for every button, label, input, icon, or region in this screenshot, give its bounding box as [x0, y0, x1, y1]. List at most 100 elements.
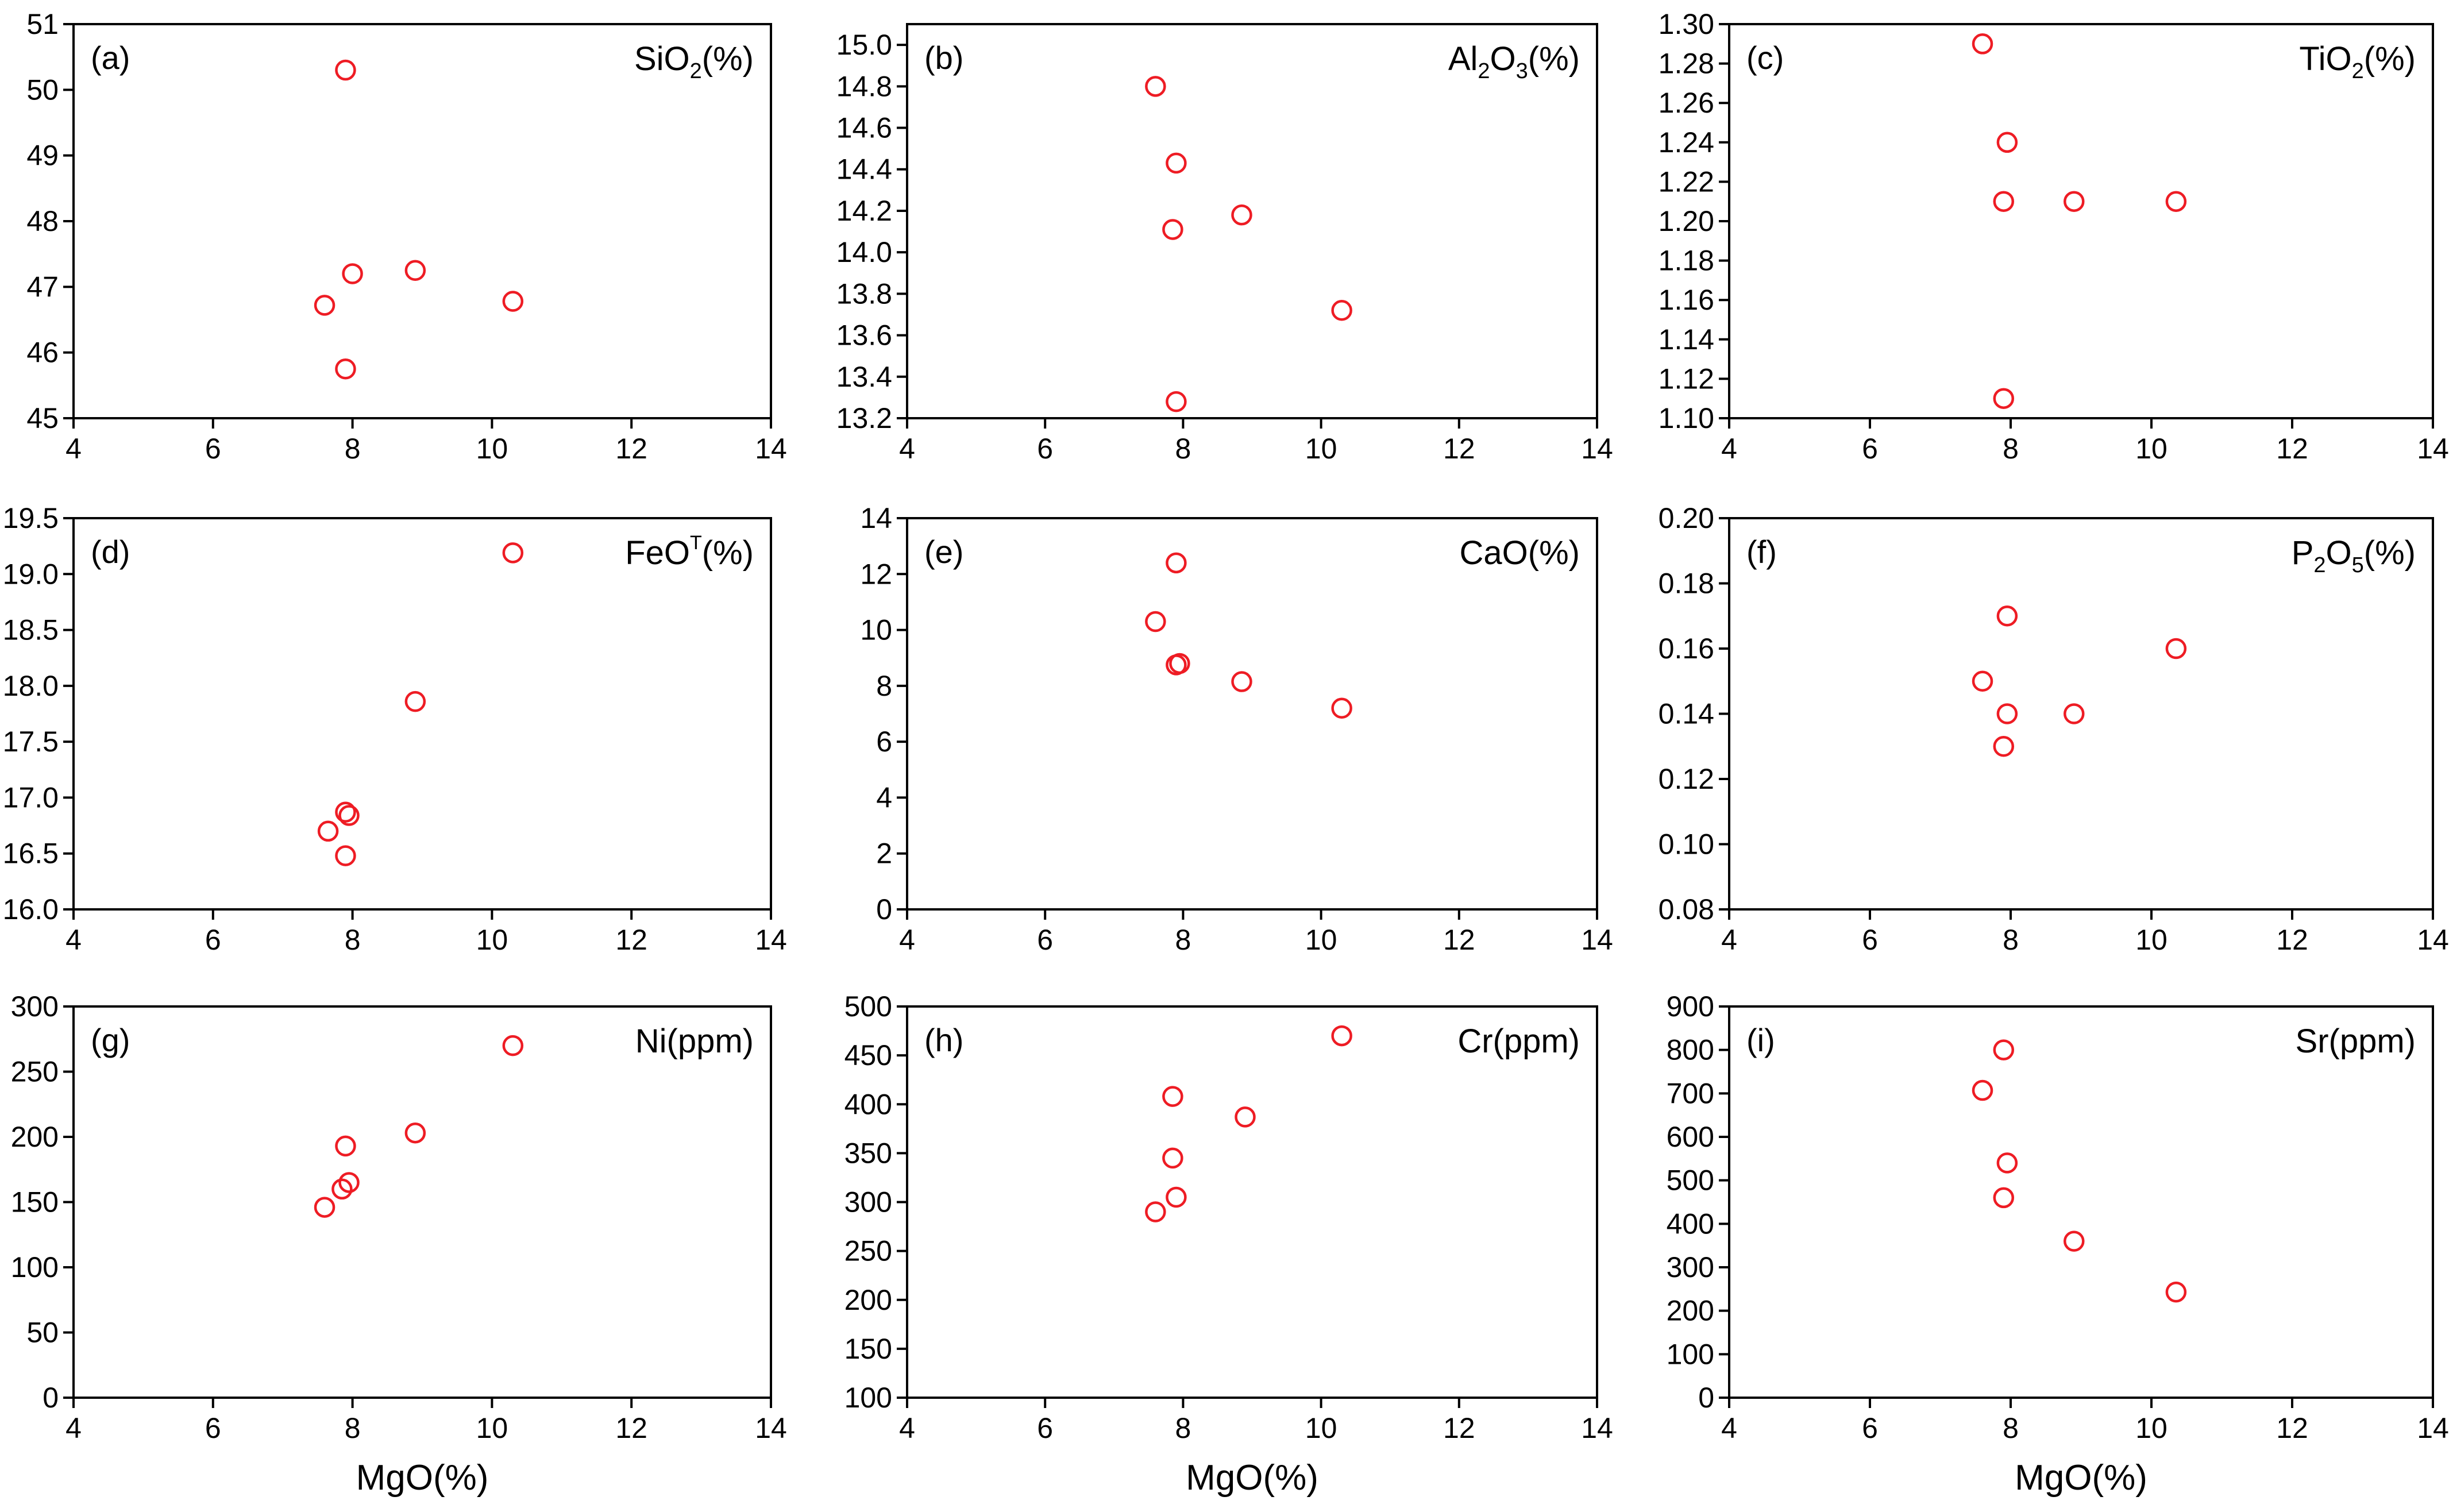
y-tick-label: 1.30 [1659, 8, 1714, 40]
x-tick-label: 10 [476, 1412, 508, 1444]
panel-d: 4 6 8 10 12 14 16.0 16.5 17.0 17.5 18.0 18.5 19.0 19.… [3, 502, 787, 956]
x-tick-label: 10 [1305, 1412, 1337, 1444]
plot-frame [906, 1005, 1598, 1399]
data-point [1166, 1186, 1187, 1208]
y-tick-label: 800 [1667, 1034, 1714, 1066]
variable-label: P2O5(%) [2292, 534, 2416, 577]
data-point [1331, 300, 1352, 321]
y-tick-label: 400 [1667, 1208, 1714, 1240]
data-point [1145, 611, 1166, 632]
y-tick-label: 19.0 [3, 558, 59, 590]
y-tick-label: 0.08 [1659, 893, 1714, 925]
panel-h: 4 6 8 10 12 14 100 150 200 250 300 350 400 450 500 (h) C… [844, 990, 1613, 1498]
x-tick-label: 6 [1037, 1412, 1053, 1444]
y-tick-label: 16.5 [3, 838, 59, 870]
data-point [338, 1172, 360, 1193]
data-point [1235, 1106, 1256, 1128]
panel-label: (f) [1746, 534, 1777, 570]
data-point [1972, 670, 1993, 692]
y-tick-label: 48 [26, 205, 59, 237]
y-tick-label: 4 [876, 781, 892, 813]
y-tick-label: 2 [876, 838, 892, 870]
x-tick-label: 6 [1862, 924, 1878, 956]
data-point [317, 820, 339, 842]
panel-label: (i) [1746, 1022, 1775, 1058]
data-point [404, 260, 426, 281]
y-tick-label: 300 [844, 1186, 892, 1218]
y-tick-label: 1.28 [1659, 48, 1714, 80]
y-tick-label: 14 [860, 502, 892, 534]
x-axis-label: MgO(%) [356, 1458, 489, 1498]
y-tick-label: 1.18 [1659, 245, 1714, 277]
panel-label: (c) [1746, 40, 1784, 76]
x-tick-label: 6 [205, 433, 221, 465]
data-point [314, 1197, 335, 1218]
data-point [1169, 653, 1190, 674]
y-tick-label: 0.10 [1659, 828, 1714, 861]
data-point [335, 59, 356, 81]
x-tick-label: 8 [1175, 924, 1191, 956]
x-tick-label: 14 [2417, 924, 2449, 956]
y-tick-label: 450 [844, 1039, 892, 1071]
y-tick-label: 100 [1667, 1338, 1714, 1370]
variable-label: CaO(%) [1460, 534, 1580, 572]
x-tick-label: 8 [2003, 433, 2019, 465]
x-tick-label: 14 [1581, 924, 1613, 956]
y-tick-label: 200 [1667, 1295, 1714, 1327]
x-tick-label: 14 [2417, 433, 2449, 465]
variable-label: TiO2(%) [2299, 40, 2416, 83]
y-tick-label: 17.0 [3, 781, 59, 813]
x-tick-label: 14 [1581, 1412, 1613, 1444]
x-tick-label: 6 [1862, 433, 1878, 465]
y-tick-label: 18.0 [3, 670, 59, 702]
panel-label: (a) [91, 40, 130, 76]
data-point [404, 1122, 426, 1144]
panel-b: 4 6 8 10 12 14 13.2 13.4 13.6 13.8 14.0 14.2 14.4 14.… [836, 23, 1613, 465]
panel-label: (e) [924, 534, 963, 570]
data-point [1996, 703, 2018, 724]
x-tick-label: 6 [1862, 1412, 1878, 1444]
y-tick-label: 900 [1667, 990, 1714, 1023]
plot-frame [906, 23, 1598, 419]
y-tick-label: 0.20 [1659, 502, 1714, 534]
x-tick-label: 12 [2276, 433, 2308, 465]
x-tick-label: 4 [65, 1412, 82, 1444]
y-tick-label: 300 [1667, 1251, 1714, 1283]
x-tick-label: 4 [1721, 1412, 1737, 1444]
x-tick-label: 10 [476, 924, 508, 956]
y-tick-label: 45 [26, 402, 59, 434]
data-point [335, 1135, 356, 1157]
y-tick-label: 6 [876, 726, 892, 758]
x-tick-label: 8 [345, 1412, 361, 1444]
y-tick-label: 13.2 [836, 402, 892, 434]
data-point [502, 542, 524, 564]
y-tick-label: 700 [1667, 1077, 1714, 1109]
y-tick-label: 17.5 [3, 726, 59, 758]
y-tick-label: 0 [876, 893, 892, 925]
y-tick-label: 150 [11, 1186, 59, 1218]
data-point [1166, 152, 1187, 174]
x-tick-label: 12 [1443, 1412, 1475, 1444]
data-point [1972, 33, 1993, 55]
data-point [1993, 736, 2014, 757]
y-tick-label: 1.14 [1659, 323, 1714, 356]
x-tick-label: 14 [755, 433, 787, 465]
x-tick-label: 8 [345, 924, 361, 956]
plot-frame [72, 1005, 772, 1399]
variable-label: Sr(ppm) [2296, 1023, 2416, 1060]
data-point [1331, 1025, 1352, 1047]
y-tick-label: 50 [26, 1317, 59, 1349]
y-tick-label: 1.10 [1659, 402, 1714, 434]
y-tick-label: 250 [844, 1235, 892, 1267]
y-tick-label: 100 [844, 1382, 892, 1414]
y-tick-label: 51 [26, 8, 59, 40]
y-tick-label: 14.2 [836, 195, 892, 227]
panel-label: (g) [91, 1022, 130, 1058]
panel-i: 4 6 8 10 12 14 0 100 200 300 400 500 600 700 800 900 (i)… [1667, 990, 2449, 1498]
x-tick-label: 10 [1305, 433, 1337, 465]
x-tick-label: 12 [615, 1412, 647, 1444]
data-point [502, 1035, 524, 1056]
plot-frame [72, 23, 772, 419]
x-tick-label: 12 [2276, 924, 2308, 956]
